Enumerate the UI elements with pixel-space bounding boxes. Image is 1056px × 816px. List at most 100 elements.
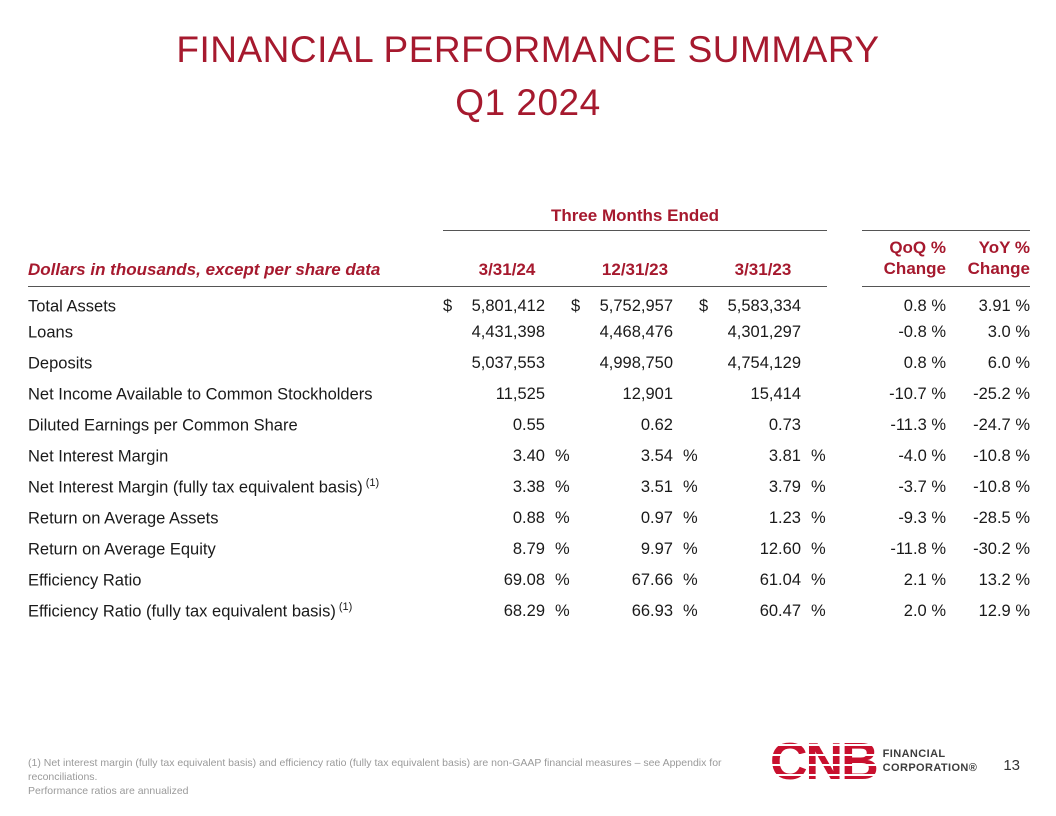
dollar-sign-cell (443, 565, 456, 596)
yoy-change-cell: -28.5 % (973, 509, 1030, 527)
dollar-sign-cell (571, 565, 584, 596)
value-cell-period-3: 3.79 (768, 478, 801, 496)
dollar-sign-cell (443, 441, 456, 472)
value-cell-period-3: 60.47 (759, 602, 801, 620)
gap-cell (827, 410, 862, 441)
percent-sign-cell: % (683, 571, 698, 589)
value-cell-period-1: 4,431,398 (471, 323, 545, 341)
table-row: Net Interest Margin (fully tax equivalen… (28, 472, 1030, 503)
percent-sign-cell: % (811, 447, 826, 465)
dollar-sign-cell: $ (571, 296, 581, 315)
footnote-reference: (1) (338, 601, 353, 614)
gap-cell (827, 317, 862, 348)
value-cell-period-1: 11,525 (495, 385, 545, 403)
dollar-sign-cell (571, 472, 584, 503)
table-row: Efficiency Ratio 69.08 % 67.66 % 61.04 %… (28, 565, 1030, 596)
cnb-logo-text-line2: CORPORATION® (882, 762, 978, 774)
period-column-header-3: 3/31/23 (699, 230, 827, 287)
table-row: Total Assets $ 5,801,412 $ 5,752,957 $ 5… (28, 286, 1030, 317)
value-cell-period-1: 5,037,553 (471, 354, 545, 372)
value-cell-period-3: 5,583,334 (727, 296, 801, 315)
dollar-sign-cell (571, 317, 584, 348)
yoy-change-cell: 6.0 % (987, 354, 1030, 372)
dollar-sign-cell (699, 348, 712, 379)
value-cell-period-2: 9.97 (640, 540, 673, 558)
qoq-change-cell: -9.3 % (898, 509, 946, 527)
table-row: Loans 4,431,398 4,468,476 4,301,297 -0.8… (28, 317, 1030, 348)
value-cell-period-2: 4,468,476 (599, 323, 673, 341)
yoy-change-cell: -24.7 % (973, 416, 1030, 434)
value-cell-period-2: 0.62 (640, 416, 673, 434)
footnote-1: (1) Net interest margin (fully tax equiv… (28, 757, 722, 784)
footnotes: (1) Net interest margin (fully tax equiv… (28, 756, 743, 799)
yoy-change-cell: -25.2 % (973, 385, 1030, 403)
row-label-cell: Deposits (28, 348, 443, 379)
dollar-sign-cell (699, 565, 712, 596)
percent-sign-cell (545, 379, 571, 410)
percent-sign-cell: % (683, 447, 698, 465)
qoq-change-cell: -10.7 % (889, 385, 946, 403)
value-cell-period-1: 3.38 (512, 478, 545, 496)
yoy-header-line2: Change (967, 259, 1030, 279)
percent-sign-cell: % (811, 540, 826, 558)
value-cell-period-3: 61.04 (759, 571, 801, 589)
percent-sign-cell: % (555, 447, 570, 465)
table-row: Diluted Earnings per Common Share 0.55 0… (28, 410, 1030, 441)
yoy-header-line1: YoY % (978, 238, 1030, 257)
dollar-sign-cell (699, 317, 712, 348)
percent-sign-cell (801, 317, 827, 348)
gap-cell (827, 194, 862, 230)
row-label: Diluted Earnings per Common Share (28, 416, 298, 435)
value-cell-period-1: 69.08 (503, 571, 545, 589)
dollar-sign-cell (571, 379, 584, 410)
dollar-sign-cell (571, 596, 584, 627)
yoy-change-cell: 13.2 % (978, 571, 1030, 589)
value-cell-period-1: 68.29 (503, 602, 545, 620)
gap-cell (827, 534, 862, 565)
dollar-sign-cell (443, 317, 456, 348)
value-cell-period-2: 0.97 (640, 509, 673, 527)
row-label-cell: Loans (28, 317, 443, 348)
percent-sign-cell: % (683, 602, 698, 620)
value-cell-period-2: 66.93 (631, 602, 673, 620)
table-column-header-row: Dollars in thousands, except per share d… (28, 230, 1030, 287)
qoq-change-cell: -4.0 % (898, 447, 946, 465)
dollar-sign-cell (443, 379, 456, 410)
dollar-sign-cell (699, 472, 712, 503)
qoq-change-cell: -0.8 % (898, 323, 946, 341)
empty-header-cell (28, 194, 443, 230)
dollar-sign-cell (571, 441, 584, 472)
dollar-sign-cell (699, 441, 712, 472)
table-group-header-row: Three Months Ended (28, 194, 1030, 231)
percent-sign-cell (673, 348, 699, 379)
dollar-sign-cell (699, 596, 712, 627)
row-label: Efficiency Ratio (28, 571, 142, 590)
yoy-change-cell: 3.0 % (987, 323, 1030, 341)
qoq-change-cell: -11.8 % (890, 540, 946, 558)
percent-sign-cell (545, 348, 571, 379)
dollar-sign-cell: $ (443, 296, 453, 315)
percent-sign-cell: % (683, 478, 698, 496)
row-label-cell: Return on Average Equity (28, 534, 443, 565)
yoy-change-cell: -10.8 % (973, 447, 1030, 465)
dollar-sign-cell (443, 503, 456, 534)
row-label: Return on Average Assets (28, 509, 219, 528)
value-cell-period-3: 4,754,129 (727, 354, 801, 372)
table-row: Return on Average Equity 8.79 % 9.97 % 1… (28, 534, 1030, 565)
percent-sign-cell (801, 379, 827, 410)
percent-sign-cell (801, 348, 827, 379)
gap-cell (827, 441, 862, 472)
percent-sign-cell: % (555, 478, 570, 496)
qoq-change-cell: -3.7 % (898, 478, 946, 496)
value-cell-period-2: 3.51 (640, 478, 673, 496)
qoq-header-line1: QoQ % (889, 238, 946, 257)
gap-cell (827, 503, 862, 534)
gap-cell (827, 379, 862, 410)
yoy-column-header: YoY % Change (946, 230, 1030, 287)
row-label-cell: Diluted Earnings per Common Share (28, 410, 443, 441)
qoq-change-cell: 0.8 % (903, 296, 946, 315)
qoq-change-cell: 2.0 % (903, 602, 946, 620)
row-label: Efficiency Ratio (fully tax equivalent b… (28, 602, 336, 621)
cnb-logo-text-line1: FINANCIAL (882, 748, 946, 761)
